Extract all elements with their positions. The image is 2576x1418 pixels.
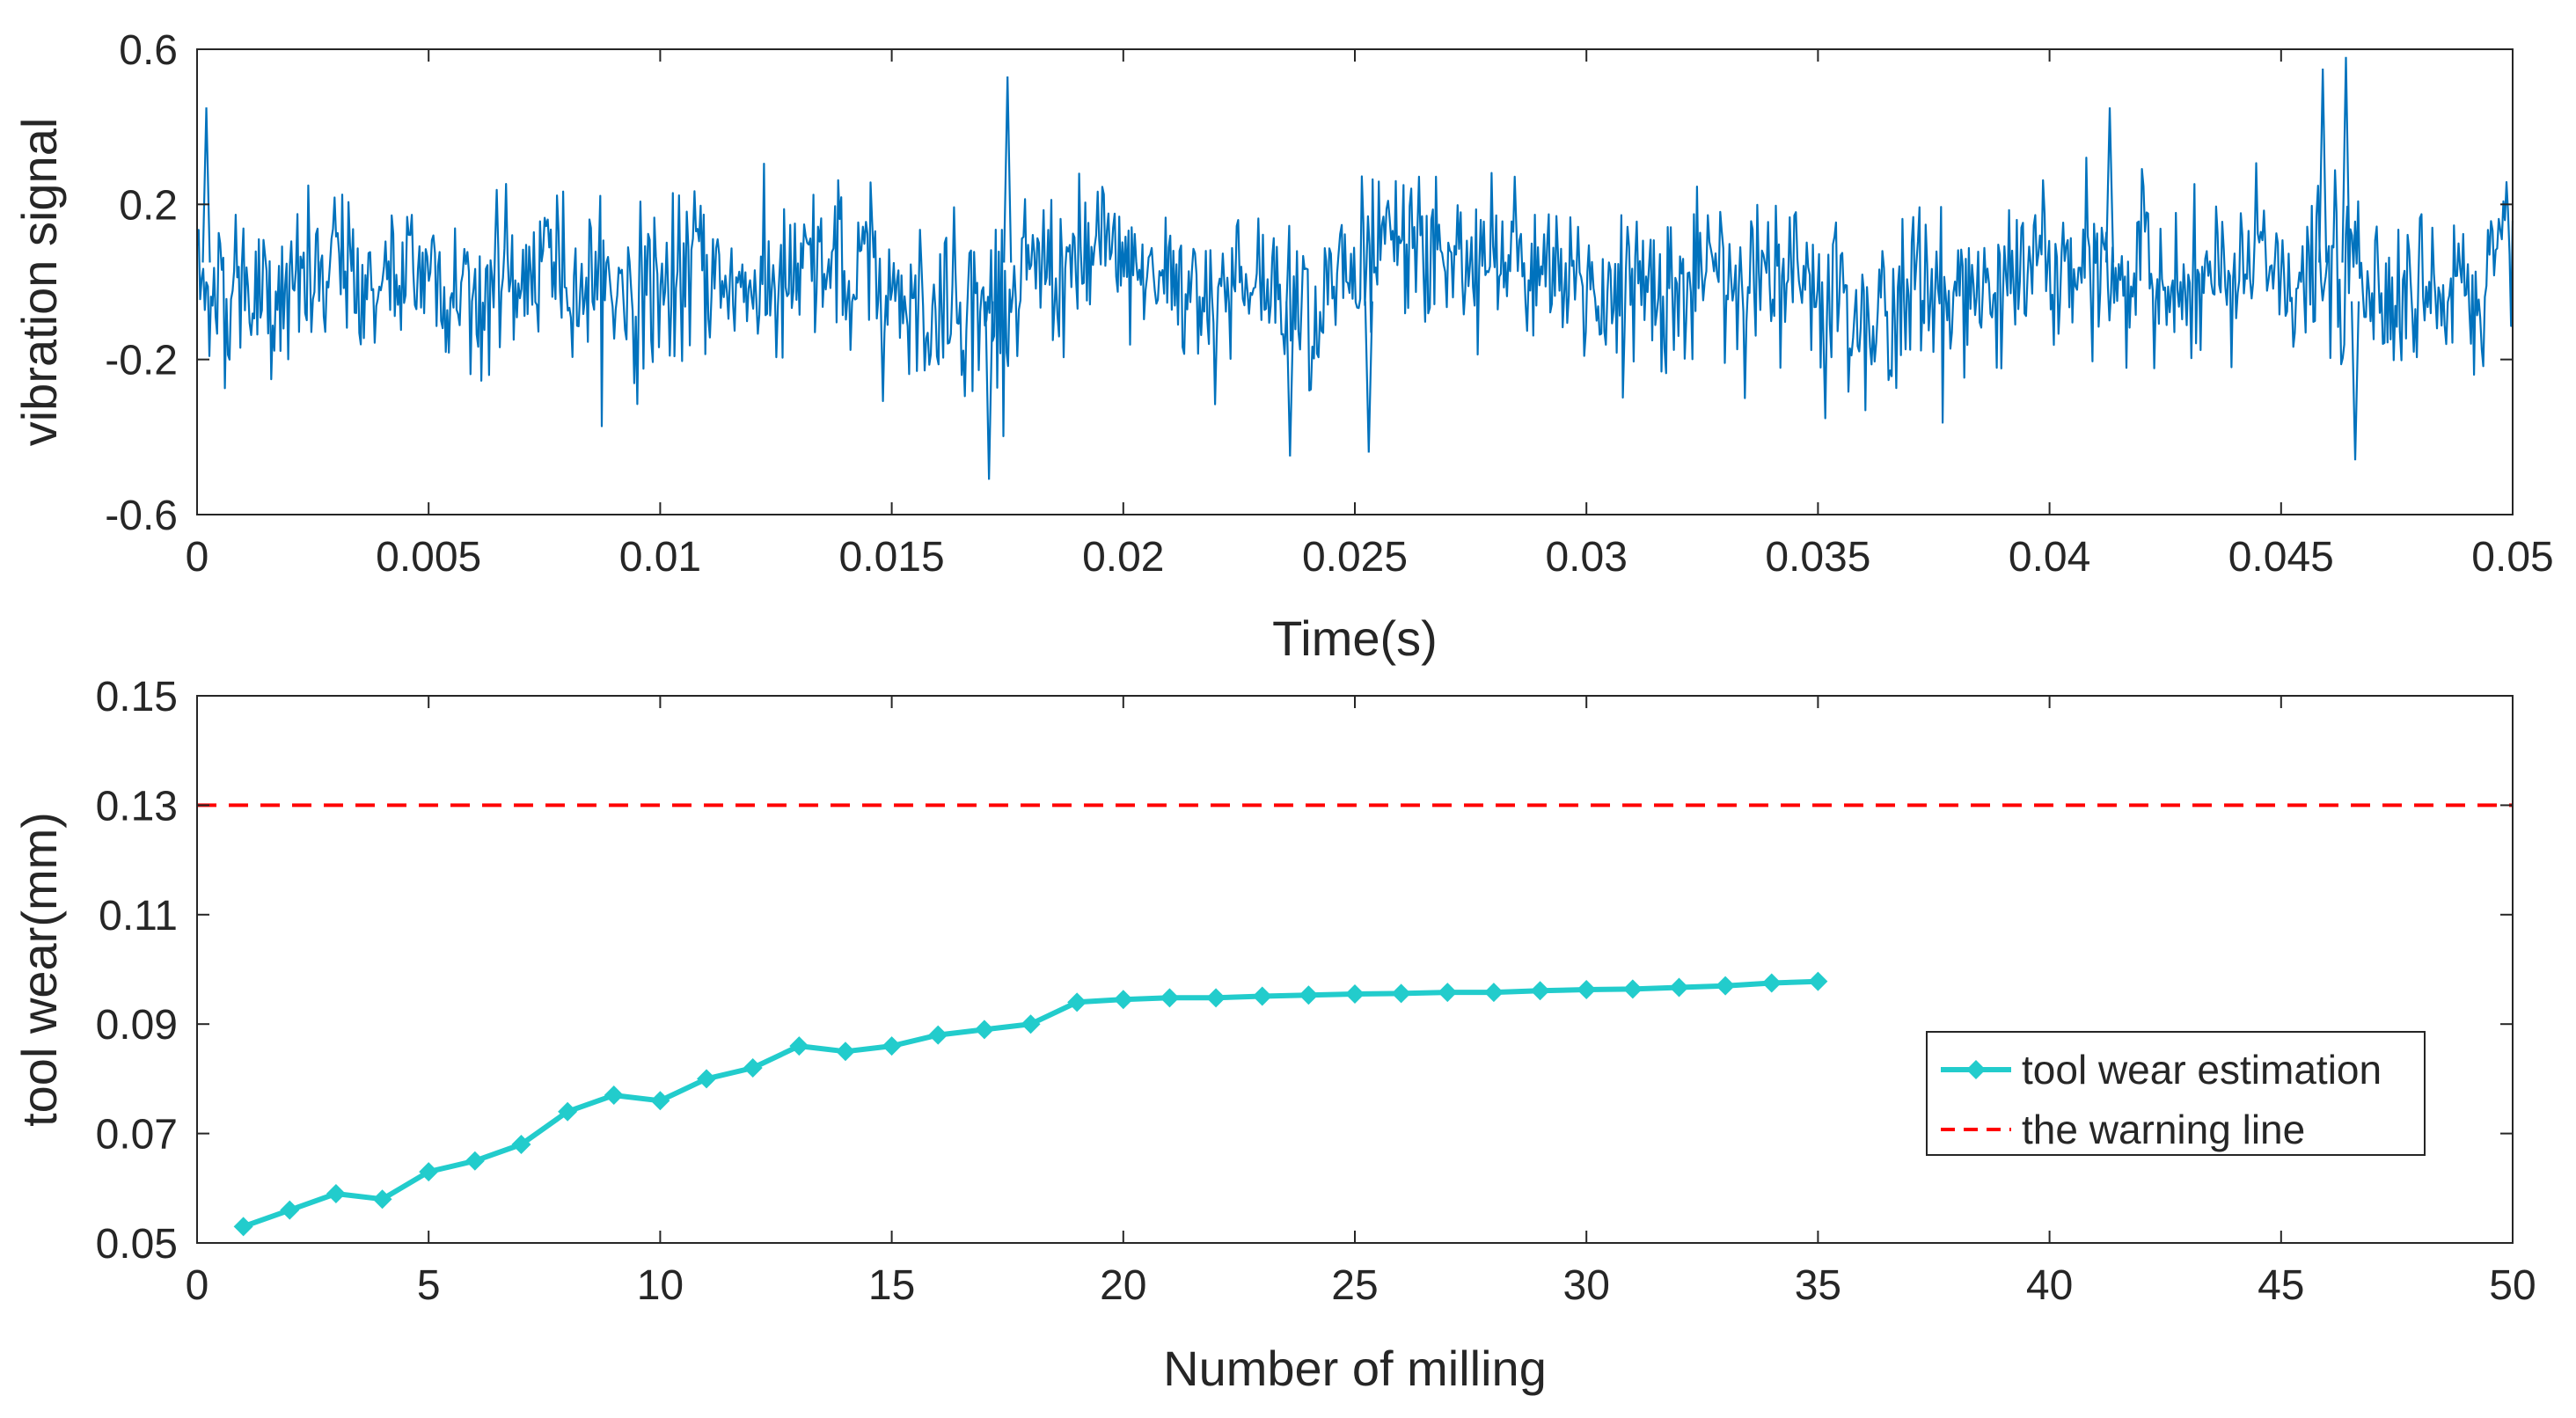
tool-wear-y-tick-label: 0.05 bbox=[96, 1221, 178, 1268]
vibration-chart: 0 0.005 0.01 0.015 0.02 0.025 0.03 0.035 0.04 0.0… bbox=[11, 27, 2554, 666]
tool-wear-point bbox=[1252, 986, 1272, 1006]
tool-wear-x-tick-label: 25 bbox=[1331, 1262, 1378, 1309]
tool-wear-point bbox=[835, 1042, 855, 1062]
tool-wear-point bbox=[1530, 981, 1550, 1001]
vibration-x-tick-label: 0.045 bbox=[2228, 534, 2334, 581]
tool-wear-point bbox=[1761, 973, 1782, 993]
legend-tool-wear-marker bbox=[1966, 1060, 1986, 1079]
vibration-x-axis-label: Time(s) bbox=[1272, 610, 1438, 666]
vibration-peak bbox=[984, 301, 994, 480]
legend-box bbox=[1926, 1031, 2426, 1156]
vibration-peak bbox=[1003, 76, 1013, 263]
vibration-peak bbox=[1364, 301, 1373, 453]
vibration-peak bbox=[1285, 301, 1295, 457]
vibration-peak bbox=[2104, 107, 2115, 263]
tool-wear-point bbox=[1716, 976, 1736, 996]
vibration-x-tick-label: 0.015 bbox=[839, 534, 945, 581]
tool-wear-x-tick-label: 45 bbox=[2258, 1262, 2304, 1309]
vibration-x-tick-label: 0.04 bbox=[2009, 534, 2090, 581]
tool-wear-point bbox=[928, 1025, 948, 1045]
tool-wear-point bbox=[558, 1101, 578, 1122]
vibration-x-tick-label: 0.035 bbox=[1765, 534, 1870, 581]
vibration-y-tick-label: -0.6 bbox=[105, 493, 178, 539]
tool-wear-point bbox=[1160, 988, 1180, 1008]
tool-wear-y-axis-label: tool wear(mm) bbox=[11, 812, 67, 1127]
tool-wear-y-tick-label: 0.09 bbox=[96, 1002, 178, 1049]
tool-wear-point bbox=[650, 1091, 670, 1111]
tool-wear-point bbox=[465, 1151, 485, 1171]
tool-wear-point bbox=[1067, 992, 1087, 1012]
tool-wear-x-tick-label: 40 bbox=[2026, 1262, 2073, 1309]
tool-wear-y-tick-label: 0.07 bbox=[96, 1112, 178, 1159]
vibration-x-tick-label: 0.025 bbox=[1302, 534, 1408, 581]
tool-wear-point bbox=[604, 1085, 624, 1106]
tool-wear-point bbox=[1669, 977, 1689, 998]
vibration-peak bbox=[2341, 56, 2351, 263]
vibration-y-tick-labels: 0.6 0.2 -0.2 -0.6 bbox=[105, 27, 178, 539]
tool-wear-point bbox=[882, 1036, 902, 1056]
tool-wear-y-tick-label: 0.15 bbox=[96, 674, 178, 720]
tool-wear-point bbox=[1808, 971, 1828, 991]
vibration-signal-series bbox=[195, 157, 2514, 437]
tool-wear-x-tick-label: 50 bbox=[2489, 1262, 2536, 1309]
tool-wear-x-tick-label: 35 bbox=[1795, 1262, 1841, 1309]
tool-wear-y-tick-label: 0.11 bbox=[99, 893, 178, 939]
vibration-x-tick-label: 0.05 bbox=[2471, 534, 2553, 581]
tool-wear-x-axis-label: Number of milling bbox=[1163, 1341, 1547, 1396]
tool-wear-point bbox=[1483, 983, 1504, 1003]
vibration-x-tick-labels: 0 0.005 0.01 0.015 0.02 0.025 0.03 0.035 0.04 0.0… bbox=[186, 534, 2554, 581]
tool-wear-x-tick-label: 5 bbox=[417, 1262, 441, 1309]
tool-wear-point bbox=[1622, 979, 1643, 999]
legend-warning-label: the warning line bbox=[2022, 1107, 2305, 1152]
tool-wear-point bbox=[419, 1162, 439, 1182]
tool-wear-x-tick-label: 0 bbox=[186, 1262, 209, 1309]
tool-wear-x-tick-label: 15 bbox=[868, 1262, 915, 1309]
tool-wear-markers bbox=[233, 971, 1828, 1237]
tool-wear-point bbox=[1438, 983, 1458, 1003]
tool-wear-point bbox=[280, 1200, 300, 1220]
tool-wear-point bbox=[743, 1057, 763, 1078]
tool-wear-x-tick-label: 30 bbox=[1563, 1262, 1610, 1309]
vibration-x-tick-label: 0.01 bbox=[619, 534, 701, 581]
tool-wear-y-tick-label: 0.13 bbox=[96, 783, 178, 830]
vibration-y-tick-label: 0.6 bbox=[119, 27, 178, 74]
tool-wear-point bbox=[697, 1069, 717, 1089]
vibration-y-axis-label: vibration signal bbox=[11, 118, 67, 447]
legend: tool wear estimation the warning line bbox=[1926, 1031, 2426, 1156]
vibration-y-tick-label: 0.2 bbox=[119, 182, 178, 229]
tool-wear-point bbox=[372, 1189, 392, 1210]
tool-wear-x-tick-label: 20 bbox=[1100, 1262, 1146, 1309]
tool-wear-axis-ticks bbox=[196, 695, 2514, 1244]
vibration-x-tick-label: 0.005 bbox=[376, 534, 481, 581]
vibration-x-tick-label: 0 bbox=[186, 534, 209, 581]
tool-wear-point bbox=[974, 1020, 994, 1040]
vibration-signal-trace bbox=[195, 157, 2514, 437]
tool-wear-point bbox=[789, 1036, 809, 1056]
tool-wear-point bbox=[1206, 988, 1226, 1008]
tool-wear-x-tick-labels: 0 5 10 15 20 25 30 35 40 45 50 bbox=[186, 1262, 2536, 1309]
vibration-peak-events bbox=[201, 56, 2360, 480]
vibration-peak bbox=[2350, 301, 2360, 461]
tool-wear-point bbox=[1299, 985, 1319, 1005]
vibration-y-tick-label: -0.2 bbox=[105, 338, 178, 384]
tool-wear-y-tick-labels: 0.15 0.13 0.11 0.09 0.07 0.05 bbox=[96, 674, 178, 1268]
tool-wear-point bbox=[1021, 1014, 1041, 1034]
tool-wear-point bbox=[511, 1135, 531, 1155]
tool-wear-point bbox=[1345, 983, 1365, 1004]
vibration-peak bbox=[2318, 69, 2328, 263]
tool-wear-chart: 0 5 10 15 20 25 30 35 40 45 50 0.15 0.13 0.11 0.09 0.0… bbox=[11, 674, 2536, 1396]
tool-wear-point bbox=[1577, 980, 1597, 1000]
tool-wear-point bbox=[1113, 990, 1133, 1010]
tool-wear-point bbox=[326, 1184, 346, 1204]
legend-tool-wear-label: tool wear estimation bbox=[2022, 1047, 2382, 1093]
tool-wear-point bbox=[1391, 983, 1411, 1004]
vibration-x-tick-label: 0.02 bbox=[1082, 534, 1164, 581]
vibration-peak bbox=[201, 107, 211, 263]
tool-wear-plot-area bbox=[197, 696, 2513, 1243]
vibration-x-tick-label: 0.03 bbox=[1545, 534, 1627, 581]
vibration-axis-ticks bbox=[196, 48, 2514, 515]
tool-wear-x-tick-label: 10 bbox=[637, 1262, 684, 1309]
tool-wear-point bbox=[233, 1217, 253, 1237]
